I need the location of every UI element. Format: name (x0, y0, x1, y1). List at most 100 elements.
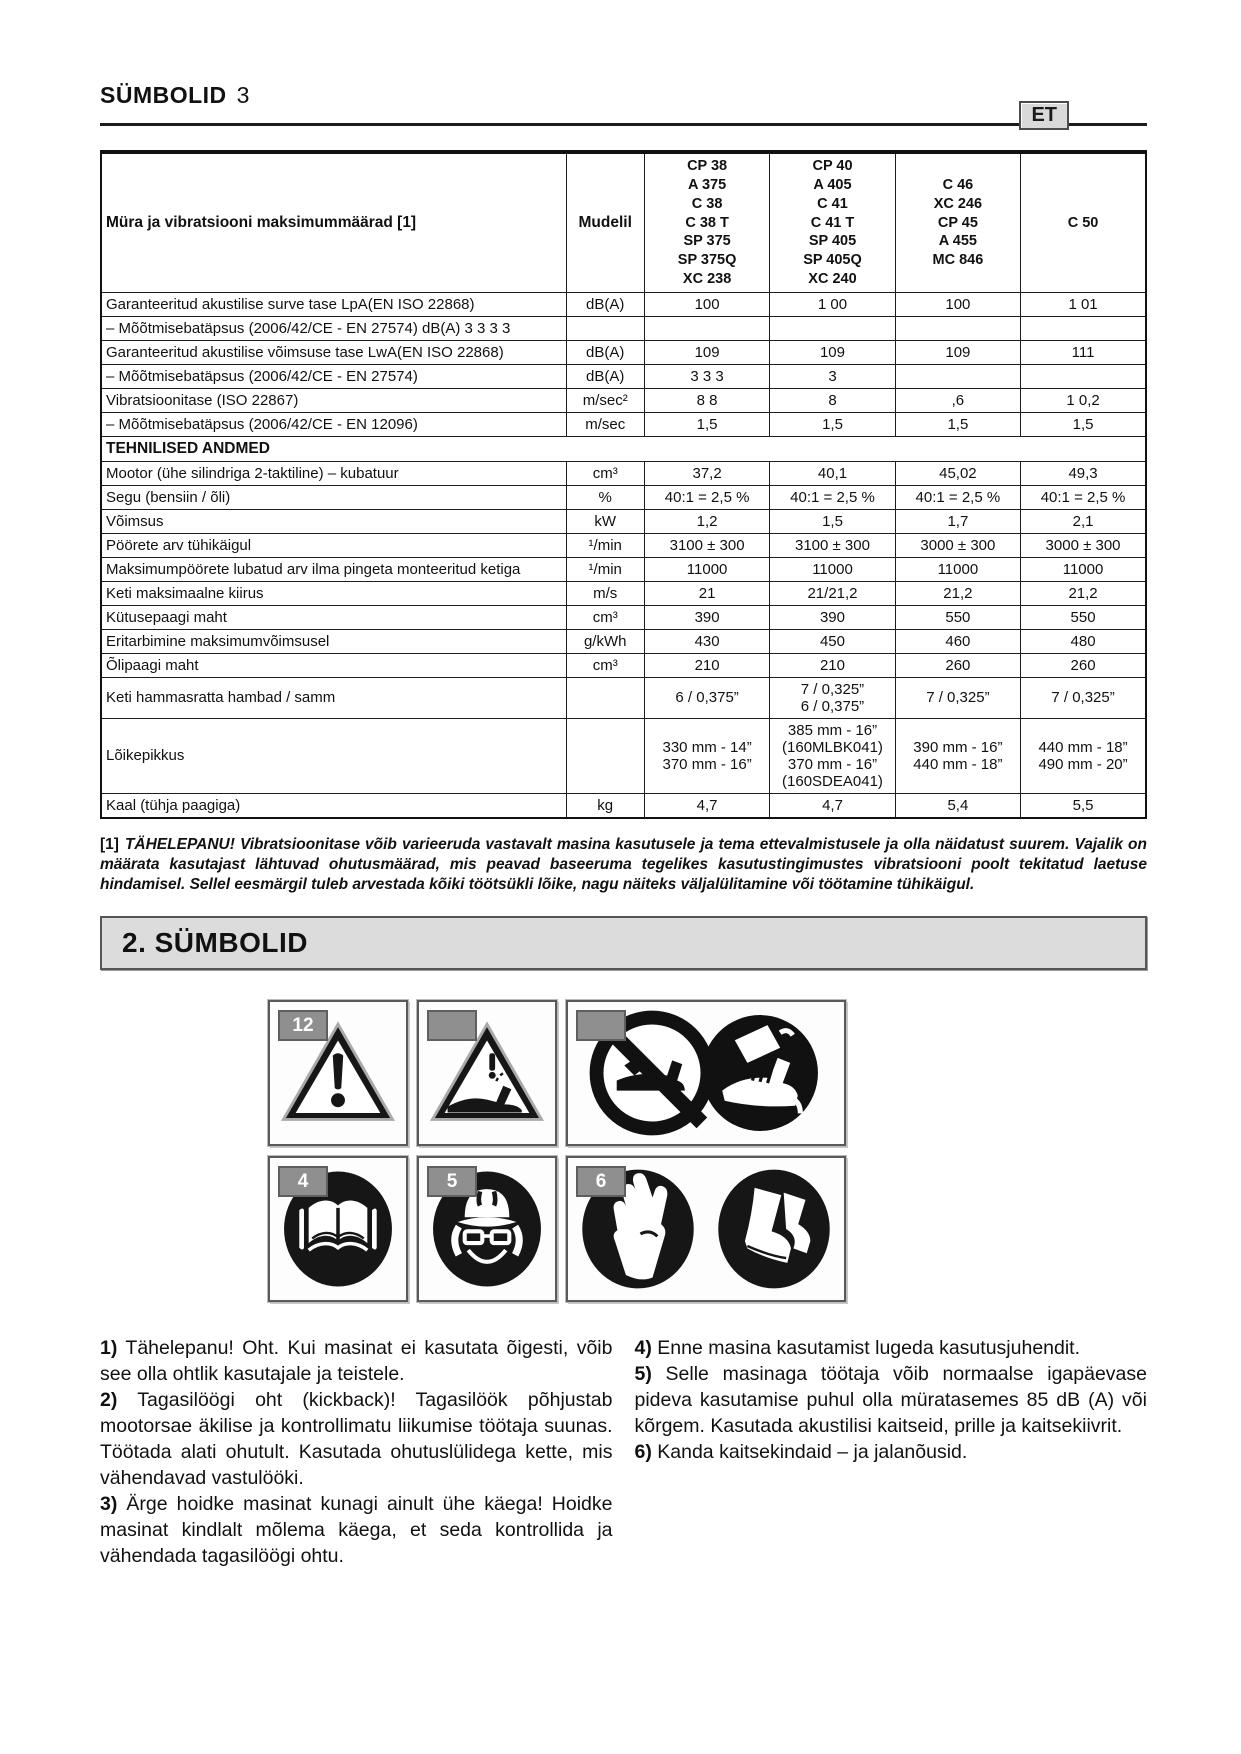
symbol-box-gloves-boots: 6 (565, 1155, 847, 1304)
symbol-pair (589, 1010, 823, 1136)
row-value: 3 3 3 (643, 363, 771, 389)
symbol-descriptions: 1) Tähelepanu! Oht. Kui masinat ei kasut… (100, 1336, 1147, 1569)
table-row: Lõikepikkus 330 mm - 14” 370 mm - 16” 385 … (100, 717, 1147, 794)
row-unit: m/s (565, 580, 645, 606)
read-manual-icon (284, 1171, 392, 1287)
instruction-number: 3) (100, 1492, 118, 1515)
row-value: 2,1 (1020, 508, 1147, 534)
instruction-item: 1) Tähelepanu! Oht. Kui masinat ei kasut… (100, 1336, 613, 1388)
row-value: 1,5 (894, 411, 1022, 437)
page-title: SÜMBOLID 3 (100, 82, 250, 108)
table-row: Segu (bensiin / õli)% 40:1 = 2,5 % 40:1 = … (100, 484, 1147, 510)
kickback-warning-icon (429, 1021, 545, 1122)
row-value: 1 01 (1020, 291, 1147, 317)
table-header-unit: Mudelil (565, 151, 645, 293)
spec-table-body: Garanteeritud akustilise surve tase LpA(… (100, 291, 1147, 819)
section-title-symbols: 2. SÜMBOLID (100, 916, 1147, 971)
row-value (894, 363, 1022, 389)
row-label: Vibratsioonitase (ISO 22867) (100, 387, 567, 413)
row-value: 45,02 (894, 460, 1022, 486)
table-row: Õlipaagi maht cm³ 210 210 260 260 (100, 652, 1147, 678)
instruction-item: 6) Kanda kaitsekindaid – ja jalanõusid. (635, 1440, 1148, 1466)
row-unit: cm³ (565, 460, 645, 486)
general-warning-icon (280, 1021, 396, 1122)
row-value: 7 / 0,325” (1020, 676, 1147, 719)
table-section-row: TEHNILISED ANDMED (100, 435, 1147, 462)
table-row: Garanteeritud akustilise võimsuse tase L… (100, 339, 1147, 365)
row-value: 21,2 (1020, 580, 1147, 606)
row-value: 260 (894, 652, 1022, 678)
row-value: 210 (769, 652, 896, 678)
row-label: Lõikepikkus (100, 717, 567, 794)
symbol-box-head-protection: 5 (416, 1155, 558, 1304)
row-unit: dB(A) (565, 363, 645, 389)
row-value: 5,4 (894, 792, 1022, 819)
noise-vibration-spec-table: Müra ja vibratsiooni maksimummäärad [1] … (100, 150, 1147, 819)
row-unit (565, 717, 645, 794)
head-eye-ear-protection-icon (433, 1171, 541, 1287)
row-unit: kg (565, 792, 645, 819)
row-value: 11000 (643, 556, 771, 582)
row-value: 480 (1020, 628, 1147, 654)
row-value: 260 (1020, 652, 1147, 678)
row-value: 1 0,2 (1020, 387, 1147, 413)
row-value (1020, 315, 1147, 341)
row-value: 7 / 0,325” (894, 676, 1022, 719)
symbol-box-kickback (416, 999, 558, 1148)
row-value: 1,5 (769, 508, 896, 534)
row-label: Pöörete arv tühikäigul (100, 532, 567, 558)
instruction-number: 2) (100, 1389, 118, 1412)
model-group-4: C 50 (1020, 151, 1147, 293)
table-header-row: Müra ja vibratsiooni maksimummäärad [1] … (100, 151, 1147, 293)
instructions-left-column: 1) Tähelepanu! Oht. Kui masinat ei kasut… (100, 1336, 613, 1569)
table-row: Mootor (ühe silindriga 2-taktiline) – ku… (100, 460, 1147, 486)
row-value: 4,7 (769, 792, 896, 819)
row-value: 11000 (769, 556, 896, 582)
row-label: – Mõõtmisebatäpsus (2006/42/CE - EN 1209… (100, 411, 567, 437)
instruction-number: 1) (100, 1337, 118, 1360)
row-value: 40:1 = 2,5 % (894, 484, 1022, 510)
instruction-number: 4) (634, 1337, 652, 1360)
row-unit: ¹/min (565, 556, 645, 582)
table-row: Keti maksimaalne kiirus m/s 21 21/21,2 21,2 2… (100, 580, 1147, 606)
row-value: 109 (643, 339, 771, 365)
model-group-3: C 46 XC 246 CP 45 A 455 MC 846 (894, 151, 1022, 293)
instruction-text: Tähelepanu! Oht. Kui masinat ei kasutata… (100, 1337, 613, 1386)
table-header-label: Müra ja vibratsiooni maksimummäärad [1] (100, 151, 567, 293)
row-unit: dB(A) (565, 339, 645, 365)
symbol-tag: 4 (278, 1166, 328, 1198)
instruction-item: 4) Enne masina kasutamist lugeda kasutus… (635, 1336, 1148, 1362)
no-one-hand-use-icon (589, 1011, 715, 1136)
instruction-item: 3) Ärge hoidke masinat kunagi ainult ühe… (100, 1492, 613, 1570)
row-value: 1 00 (769, 291, 896, 317)
symbols-grid: 12 (267, 999, 1147, 1304)
row-unit: ¹/min (565, 532, 645, 558)
row-value: 11000 (894, 556, 1022, 582)
two-hand-use-icon (702, 1015, 818, 1132)
row-unit: cm³ (565, 604, 645, 630)
symbol-tag: 12 (278, 1010, 328, 1042)
row-value: 6 / 0,375” (643, 676, 771, 719)
row-value: 440 mm - 18” 490 mm - 20” (1020, 717, 1147, 794)
table-row: Võimsus kW 1,2 1,5 1,7 2,1 (100, 508, 1147, 534)
row-value (643, 315, 771, 341)
table-row: Kütusepaagi maht cm³ 390 390 550 550 (100, 604, 1147, 630)
row-label: Maksimumpöörete lubatud arv ilma pingeta… (100, 556, 567, 582)
instruction-text: Kanda kaitsekindaid – ja jalanõusid. (657, 1441, 968, 1464)
footnote-text: TÄHELEPANU! Vibratsioonitase võib variee… (100, 835, 1147, 893)
row-value (894, 315, 1022, 341)
protective-boots-icon (718, 1170, 830, 1289)
row-label: Segu (bensiin / õli) (100, 484, 567, 510)
row-value: 40:1 = 2,5 % (643, 484, 771, 510)
page-number: 3 (236, 82, 250, 108)
row-value: 1,5 (643, 411, 771, 437)
instruction-number: 6) (634, 1441, 652, 1464)
row-unit: m/sec (565, 411, 645, 437)
model-group-2: CP 40 A 405 C 41 C 41 T SP 405 SP 405Q X… (769, 151, 896, 293)
language-badge: ET (1019, 101, 1069, 130)
row-label: Eritarbimine maksimumvõimsusel (100, 628, 567, 654)
row-value: 109 (894, 339, 1022, 365)
table-row: Keti hammasratta hambad / samm 6 / 0,375”… (100, 676, 1147, 719)
symbol-tag: 5 (427, 1166, 477, 1198)
row-label: Kütusepaagi maht (100, 604, 567, 630)
